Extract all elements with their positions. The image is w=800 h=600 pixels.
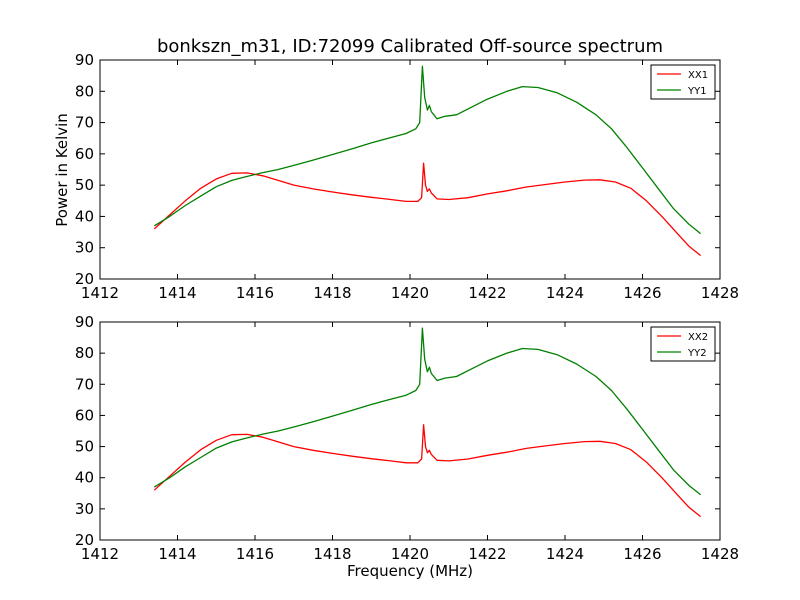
legend-xx2-label: XX2 — [688, 332, 708, 343]
legend-yy1-label: YY1 — [687, 86, 707, 97]
x-axis-label: Frequency (MHz) — [347, 562, 473, 580]
legend-bottom: XX2 YY2 — [650, 326, 716, 362]
y-tick-label: 30 — [75, 500, 94, 518]
panel-bottom-frame — [99, 321, 721, 541]
x-tick-label: 1416 — [236, 545, 274, 563]
chart-title: bonkszn_m31, ID:72099 Calibrated Off-sou… — [157, 36, 663, 57]
panel-top-tick-labels: 1412 1414 1416 1418 1420 1422 1424 1426 1428 20 30… — [75, 51, 739, 302]
legend-top: XX1 YY1 — [650, 64, 716, 100]
x-tick-label: 1428 — [701, 284, 739, 302]
x-tick-label: 1418 — [313, 284, 351, 302]
y-tick-label: 40 — [75, 469, 94, 487]
panel-bottom-ticks — [99, 321, 721, 541]
y-tick-label: 90 — [75, 51, 94, 69]
x-tick-label: 1426 — [623, 545, 661, 563]
panel-top-frame — [99, 59, 721, 280]
x-tick-label: 1422 — [468, 545, 506, 563]
y-tick-label: 30 — [75, 239, 94, 257]
x-tick-label: 1418 — [313, 545, 351, 563]
y-tick-label: 70 — [75, 375, 94, 393]
panel-top-series — [153, 65, 702, 257]
legend-xx1-label: XX1 — [688, 70, 708, 81]
y-tick-label: 20 — [75, 531, 94, 549]
y-tick-label: 40 — [75, 207, 94, 225]
x-tick-label: 1422 — [468, 284, 506, 302]
x-tick-label: 1428 — [701, 545, 739, 563]
y-tick-label: 50 — [75, 438, 94, 456]
x-tick-label: 1424 — [546, 284, 584, 302]
legend-yy2-label: YY2 — [687, 348, 707, 359]
y-tick-label: 20 — [75, 270, 94, 288]
x-tick-label: 1412 — [81, 545, 119, 563]
panel-top: bonkszn_m31, ID:72099 Calibrated Off-sou… — [53, 36, 739, 302]
x-tick-label: 1414 — [158, 545, 196, 563]
panel-bottom-tick-labels: 1412 1414 1416 1418 1420 1422 1424 1426 1428 20 30… — [75, 313, 739, 563]
x-tick-label: 1420 — [391, 545, 429, 563]
panel-bottom-series — [153, 327, 702, 518]
x-tick-label: 1424 — [546, 545, 584, 563]
y-tick-label: 90 — [75, 313, 94, 331]
y-axis-label: Power in Kelvin — [53, 113, 71, 227]
legend-top-box — [650, 64, 716, 100]
y-tick-label: 80 — [75, 82, 94, 100]
x-tick-label: 1412 — [81, 284, 119, 302]
x-tick-label: 1420 — [391, 284, 429, 302]
legend-bottom-box — [650, 326, 716, 362]
y-tick-label: 60 — [75, 406, 94, 424]
x-tick-label: 1414 — [158, 284, 196, 302]
x-tick-label: 1416 — [236, 284, 274, 302]
y-tick-label: 80 — [75, 344, 94, 362]
series-line-yy1 — [153, 65, 702, 235]
y-tick-label: 70 — [75, 114, 94, 132]
x-tick-label: 1426 — [623, 284, 661, 302]
panel-bottom: Frequency (MHz) 1412 1414 1416 1418 1420 1422… — [75, 313, 739, 580]
y-tick-label: 60 — [75, 145, 94, 163]
y-tick-label: 50 — [75, 176, 94, 194]
series-line-yy2 — [153, 327, 702, 496]
